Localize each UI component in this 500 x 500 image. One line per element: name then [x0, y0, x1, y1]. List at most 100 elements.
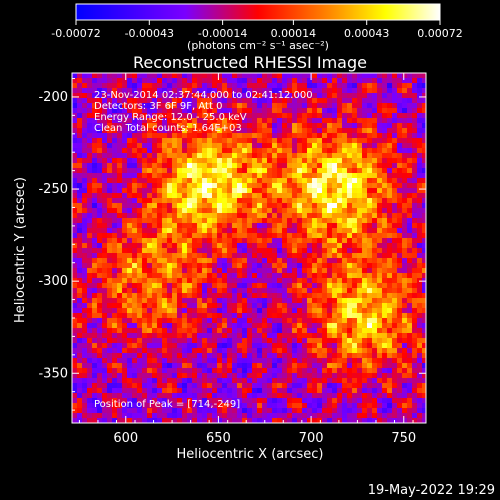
heatmap-cell — [172, 393, 177, 398]
heatmap-cell — [257, 243, 262, 248]
heatmap-cell — [347, 158, 352, 163]
heatmap-cell — [257, 338, 262, 343]
heatmap-cell — [252, 418, 257, 423]
heatmap-cell — [137, 143, 142, 148]
heatmap-cell — [302, 343, 307, 348]
heatmap-cell — [362, 158, 367, 163]
heatmap-cell — [227, 113, 232, 118]
heatmap-cell — [327, 368, 332, 373]
heatmap-cell — [212, 283, 217, 288]
heatmap-cell — [327, 348, 332, 353]
heatmap-cell — [147, 408, 152, 413]
heatmap-cell — [262, 343, 267, 348]
heatmap-cell — [202, 363, 207, 368]
heatmap-cell — [212, 363, 217, 368]
heatmap-cell — [412, 353, 417, 358]
heatmap-cell — [332, 108, 337, 113]
heatmap-cell — [357, 393, 362, 398]
heatmap-cell — [72, 83, 77, 88]
heatmap-cell — [267, 103, 272, 108]
heatmap-cell — [167, 288, 172, 293]
heatmap-cell — [237, 323, 242, 328]
heatmap-cell — [187, 188, 192, 193]
heatmap-cell — [392, 313, 397, 318]
heatmap-cell — [107, 213, 112, 218]
heatmap-cell — [417, 348, 422, 353]
heatmap-cell — [322, 333, 327, 338]
heatmap-cell — [347, 98, 352, 103]
heatmap-cell — [177, 138, 182, 143]
heatmap-cell — [412, 393, 417, 398]
heatmap-cell — [77, 313, 82, 318]
heatmap-cell — [177, 398, 182, 403]
heatmap-cell — [387, 128, 392, 133]
heatmap-cell — [82, 88, 87, 93]
heatmap-cell — [327, 268, 332, 273]
heatmap-cell — [102, 298, 107, 303]
heatmap-cell — [292, 293, 297, 298]
heatmap-cell — [247, 323, 252, 328]
heatmap-cell — [147, 203, 152, 208]
heatmap-cell — [382, 153, 387, 158]
heatmap-cell — [242, 313, 247, 318]
heatmap-cell — [392, 338, 397, 343]
heatmap-cell — [412, 183, 417, 188]
heatmap-cell — [182, 403, 187, 408]
heatmap-cell — [382, 323, 387, 328]
heatmap-cell — [102, 323, 107, 328]
heatmap-cell — [332, 373, 337, 378]
heatmap-cell — [142, 408, 147, 413]
heatmap-cell — [192, 108, 197, 113]
heatmap-cell — [192, 163, 197, 168]
heatmap-cell — [142, 143, 147, 148]
heatmap-cell — [212, 88, 217, 93]
heatmap-cell — [87, 188, 92, 193]
heatmap-cell — [327, 138, 332, 143]
heatmap-cell — [132, 153, 137, 158]
heatmap-cell — [237, 168, 242, 173]
heatmap-cell — [162, 238, 167, 243]
heatmap-cell — [107, 103, 112, 108]
heatmap-cell — [107, 418, 112, 423]
heatmap-cell — [222, 338, 227, 343]
heatmap-cell — [102, 138, 107, 143]
heatmap-cell — [397, 363, 402, 368]
heatmap-cell — [422, 403, 426, 408]
heatmap-cell — [257, 178, 262, 183]
heatmap-cell — [182, 293, 187, 298]
heatmap-cell — [307, 218, 312, 223]
heatmap-cell — [122, 153, 127, 158]
heatmap-cell — [262, 363, 267, 368]
heatmap-cell — [262, 118, 267, 123]
heatmap-cell — [267, 183, 272, 188]
heatmap-cell — [107, 368, 112, 373]
heatmap-cell — [102, 238, 107, 243]
heatmap-cell — [162, 268, 167, 273]
heatmap-cell — [227, 248, 232, 253]
heatmap-cell — [327, 83, 332, 88]
heatmap-cell — [82, 278, 87, 283]
heatmap-cell — [177, 93, 182, 98]
heatmap-cell — [342, 188, 347, 193]
heatmap-cell — [412, 188, 417, 193]
heatmap-cell — [82, 308, 87, 313]
heatmap-cell — [367, 378, 372, 383]
heatmap-cell — [422, 178, 426, 183]
heatmap-cell — [277, 398, 282, 403]
heatmap-cell — [362, 83, 367, 88]
heatmap-cell — [202, 193, 207, 198]
heatmap-cell — [342, 88, 347, 93]
heatmap-cell — [232, 128, 237, 133]
heatmap-cell — [227, 158, 232, 163]
heatmap-cell — [177, 313, 182, 318]
heatmap-cell — [142, 188, 147, 193]
heatmap-cell — [232, 213, 237, 218]
heatmap-cell — [202, 138, 207, 143]
heatmap-cell — [177, 348, 182, 353]
heatmap-cell — [132, 403, 137, 408]
heatmap-cell — [377, 228, 382, 233]
heatmap-cell — [362, 353, 367, 358]
heatmap-cell — [147, 73, 152, 78]
heatmap-cell — [202, 413, 207, 418]
heatmap-cell — [272, 338, 277, 343]
